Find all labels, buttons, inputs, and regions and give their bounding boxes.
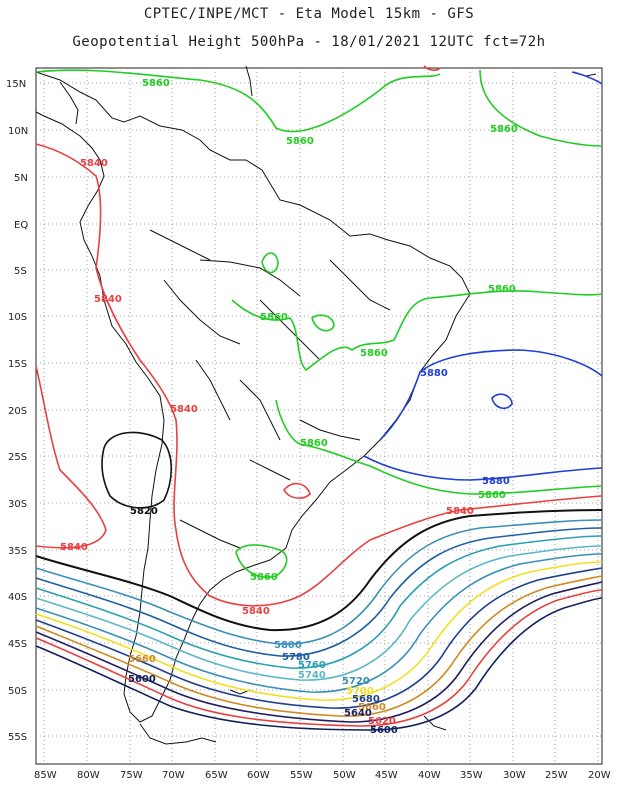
contour-5860-ne bbox=[479, 69, 603, 147]
lat-label: 35S bbox=[8, 546, 27, 557]
lat-label: 25S bbox=[8, 452, 27, 463]
contour-label: 5640 bbox=[344, 708, 372, 719]
contour-5600 bbox=[35, 597, 603, 731]
contour-label: 5800 bbox=[274, 640, 302, 651]
contour-5700 bbox=[35, 561, 603, 701]
contour-5880-ne bbox=[571, 71, 603, 85]
contour-label: 5860 bbox=[360, 348, 388, 359]
contour-5660 bbox=[35, 575, 603, 717]
lat-label: 5N bbox=[14, 173, 28, 184]
lon-label: 60W bbox=[247, 770, 270, 781]
contour-label: 5700 bbox=[346, 686, 374, 697]
contour-lines bbox=[35, 65, 603, 731]
contour-5840-nw bbox=[35, 143, 603, 607]
coastline bbox=[35, 65, 597, 745]
contour-5860-blob3 bbox=[235, 544, 288, 578]
contour-5760 bbox=[35, 535, 603, 669]
contour-5840-ne-blob bbox=[423, 65, 441, 71]
lon-label: 65W bbox=[205, 770, 228, 781]
contour-5680 bbox=[35, 567, 603, 709]
contour-label: 5620 bbox=[368, 716, 396, 727]
lat-label: 5S bbox=[14, 266, 27, 277]
lat-label: 15N bbox=[6, 79, 26, 90]
contour-5840-west bbox=[35, 365, 107, 549]
lat-label: EQ bbox=[14, 220, 28, 231]
lon-label: 80W bbox=[77, 770, 100, 781]
contour-label: 5840 bbox=[60, 542, 88, 553]
lat-label: 50S bbox=[8, 686, 27, 697]
title-line-1: CPTEC/INPE/MCT - Eta Model 15km - GFS bbox=[143, 6, 475, 22]
lon-label: 40W bbox=[418, 770, 441, 781]
contour-label: 5660 bbox=[358, 702, 386, 713]
contour-5820-south bbox=[35, 509, 603, 632]
lat-label: 45S bbox=[8, 639, 27, 650]
contour-5880-south bbox=[363, 455, 603, 481]
contour-labels: 5860 5860 5860 5840 5840 5860 5860 5860 … bbox=[60, 78, 518, 736]
latitude-labels: 15N 10N 5N EQ 5S 10S 15S 20S 25S 30S 35S… bbox=[6, 79, 28, 743]
title-line-2: Geopotential Height 500hPa - 18/01/2021 … bbox=[72, 34, 546, 50]
contour-label: 5680 bbox=[352, 694, 380, 705]
map-frame bbox=[35, 67, 603, 765]
contour-label: 5780 bbox=[282, 652, 310, 663]
contour-5860-blob1 bbox=[261, 252, 279, 274]
contour-label: 5860 bbox=[488, 284, 516, 295]
lon-label: 20W bbox=[588, 770, 611, 781]
contour-5840-blob bbox=[283, 482, 311, 499]
contour-label: 5840 bbox=[446, 506, 474, 517]
contour-5620 bbox=[35, 589, 603, 727]
lon-label: 30W bbox=[503, 770, 526, 781]
lat-label: 15S bbox=[8, 359, 27, 370]
contour-5640 bbox=[35, 581, 603, 723]
contour-5780 bbox=[35, 527, 603, 657]
lon-label: 50W bbox=[333, 770, 356, 781]
contour-5880-east bbox=[379, 349, 603, 441]
contour-label: 5860 bbox=[250, 572, 278, 583]
lat-label: 10S bbox=[8, 312, 27, 323]
lat-label: 55S bbox=[8, 732, 27, 743]
contour-label: 5840 bbox=[170, 404, 198, 415]
contour-5800 bbox=[35, 519, 603, 645]
lon-label: 75W bbox=[120, 770, 143, 781]
lon-label: 85W bbox=[34, 770, 57, 781]
lat-label: 20S bbox=[8, 406, 27, 417]
lon-label: 45W bbox=[375, 770, 398, 781]
lon-label: 25W bbox=[545, 770, 568, 781]
contour-label: 5600 bbox=[128, 674, 156, 685]
contour-label: 5720 bbox=[342, 676, 370, 687]
contour-label: 5880 bbox=[482, 476, 510, 487]
lat-label: 30S bbox=[8, 499, 27, 510]
contour-label: 5660 bbox=[128, 654, 156, 665]
contour-label: 5880 bbox=[420, 368, 448, 379]
lat-lon-grid bbox=[36, 68, 602, 764]
contour-label: 5860 bbox=[142, 78, 170, 89]
contour-5860-north bbox=[35, 69, 441, 133]
contour-5820-closed bbox=[101, 431, 173, 509]
contour-label: 5860 bbox=[286, 136, 314, 147]
lat-label: 40S bbox=[8, 592, 27, 603]
contour-5880-blob bbox=[491, 393, 513, 410]
contour-label: 5860 bbox=[300, 438, 328, 449]
contour-label: 5840 bbox=[80, 158, 108, 169]
contour-label: 5840 bbox=[94, 294, 122, 305]
contour-5860-central bbox=[231, 290, 603, 372]
contour-label: 5860 bbox=[260, 312, 288, 323]
contour-label: 5600 bbox=[370, 725, 398, 736]
contour-5860-blob2 bbox=[311, 314, 335, 332]
lon-label: 35W bbox=[460, 770, 483, 781]
contour-label: 5740 bbox=[298, 670, 326, 681]
contour-label: 5860 bbox=[478, 490, 506, 501]
contour-5720 bbox=[35, 553, 603, 693]
lon-label: 70W bbox=[162, 770, 185, 781]
contour-label: 5860 bbox=[490, 124, 518, 135]
contour-5860-south bbox=[275, 399, 603, 495]
contour-label: 5840 bbox=[242, 606, 270, 617]
lon-label: 55W bbox=[290, 770, 313, 781]
longitude-labels: 85W 80W 75W 70W 65W 60W 55W 50W 45W 40W … bbox=[34, 770, 611, 781]
lat-label: 10N bbox=[8, 126, 28, 137]
contour-label: 5760 bbox=[298, 660, 326, 671]
contour-5740 bbox=[35, 545, 603, 681]
contour-label: 5820 bbox=[130, 506, 158, 517]
